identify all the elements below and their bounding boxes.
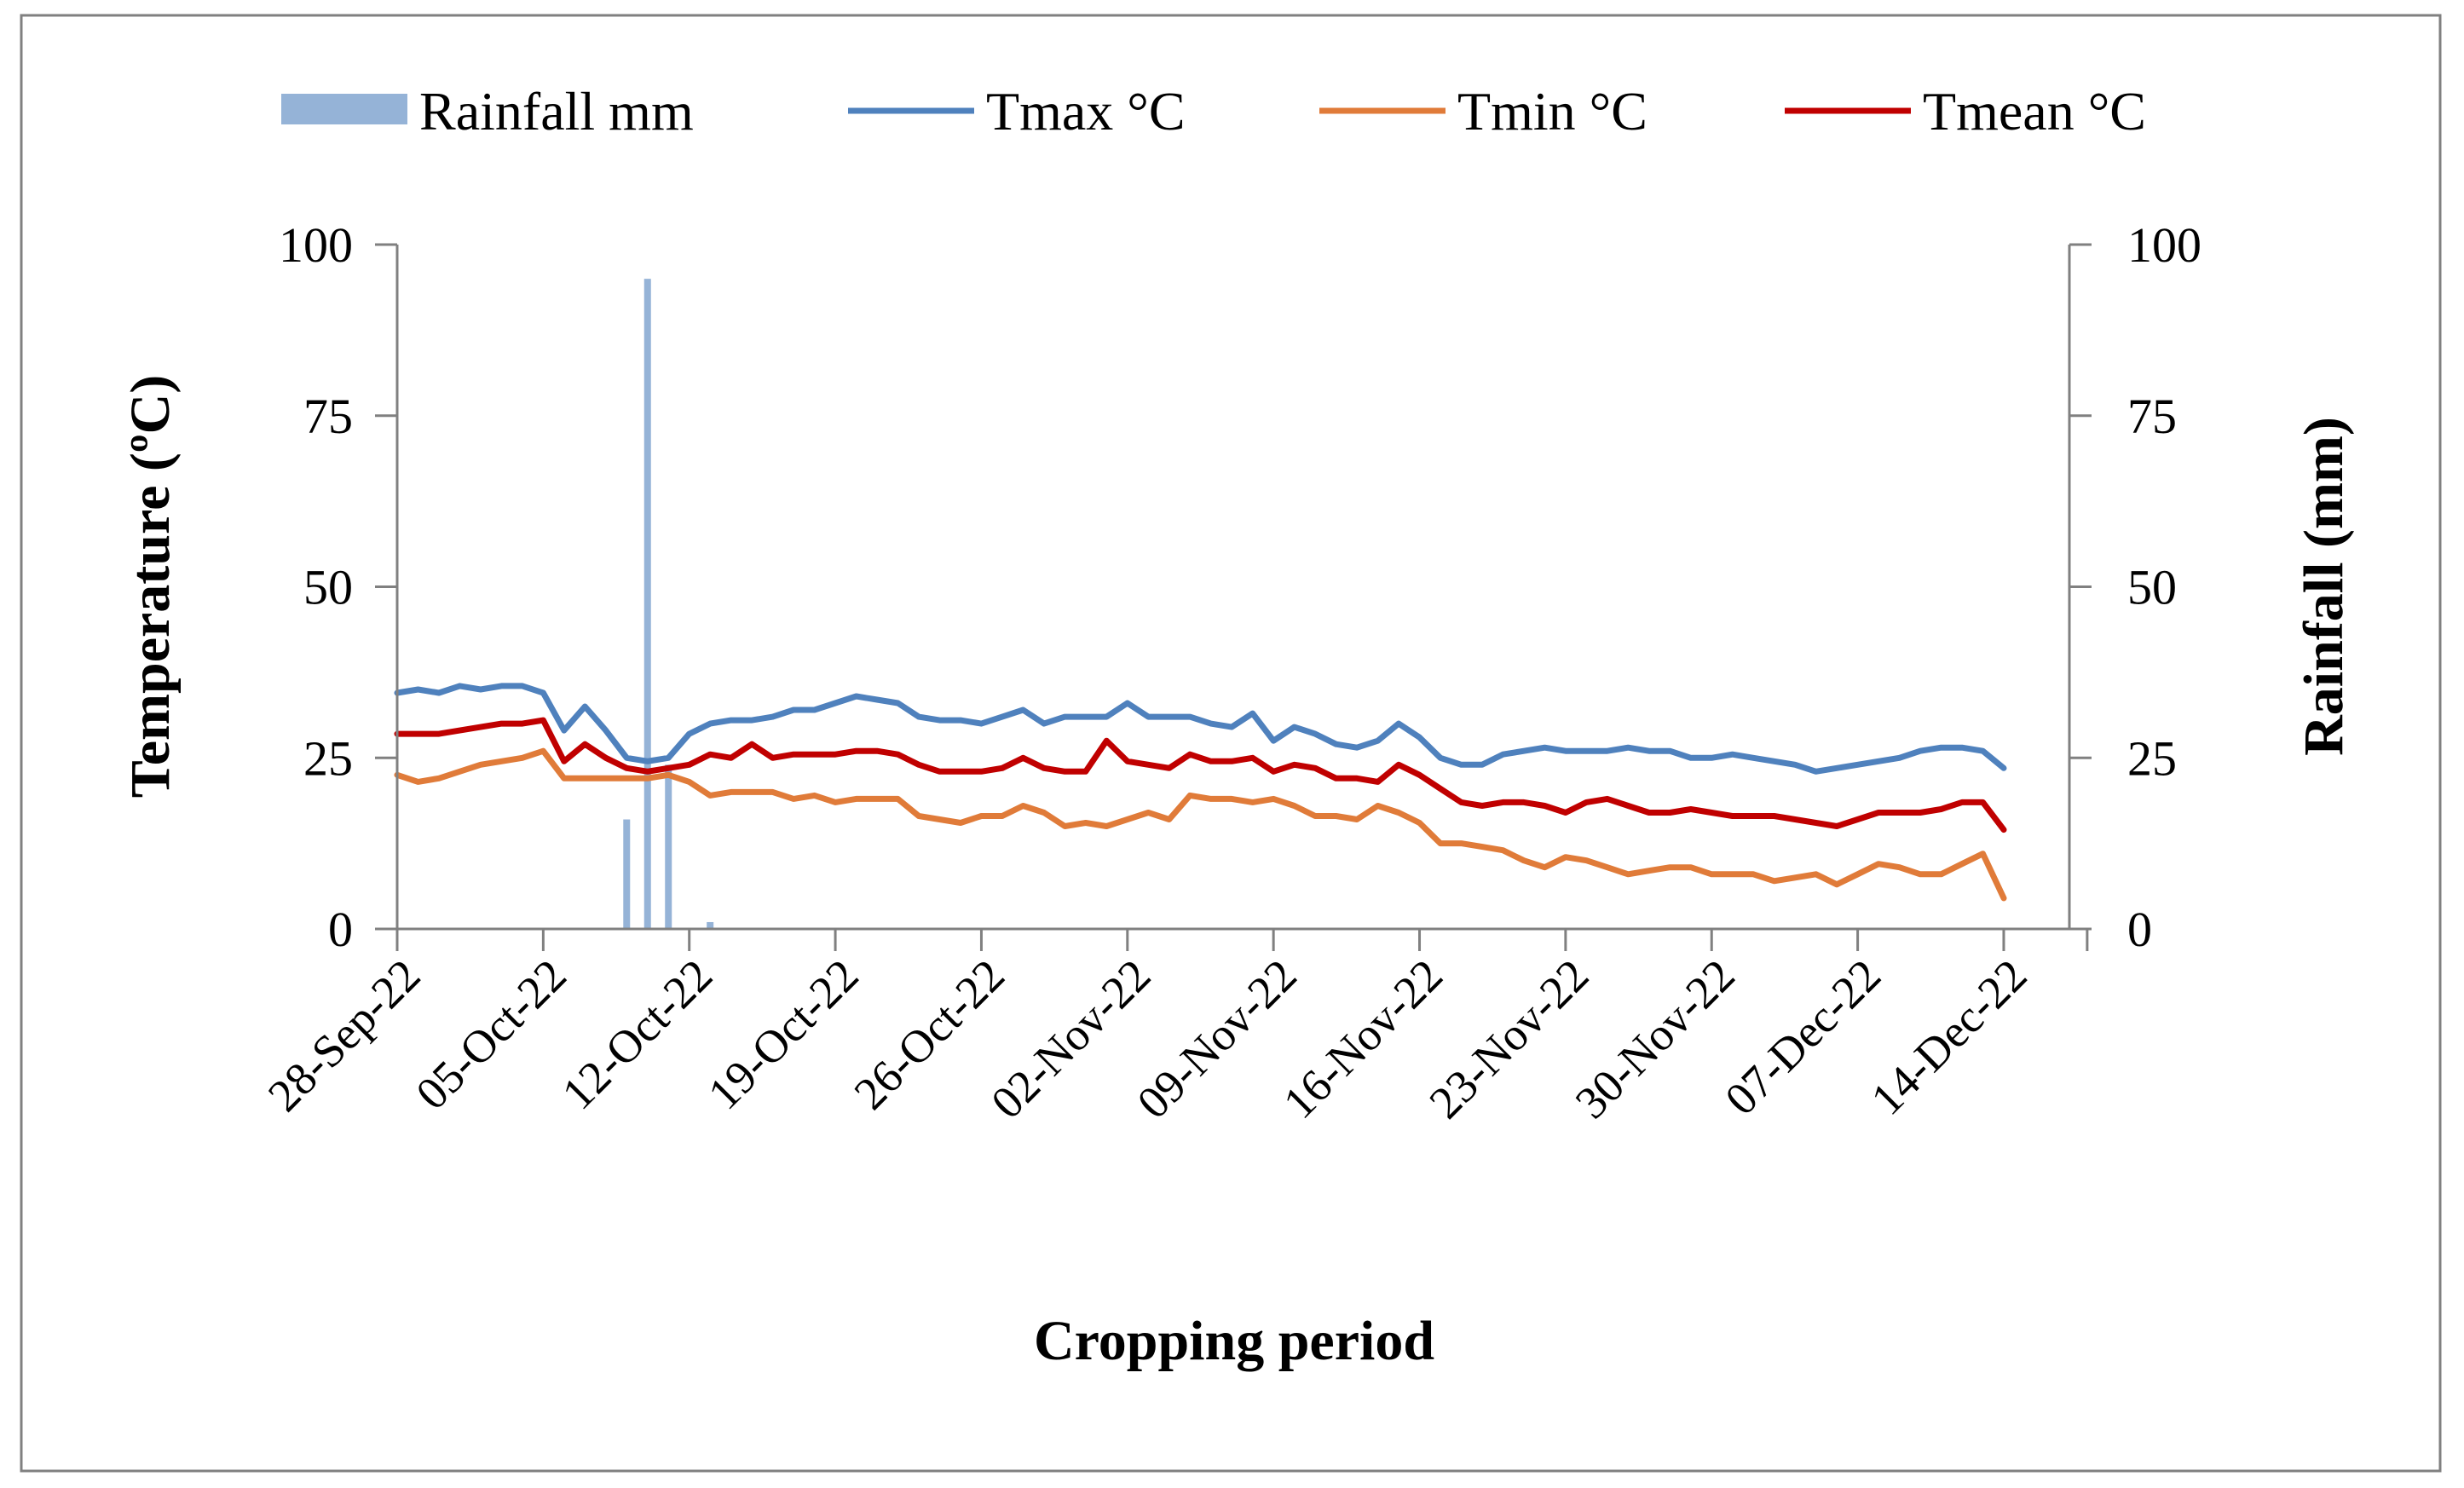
y-tick-label-right: 0	[2127, 902, 2152, 957]
tmax-line	[394, 683, 2007, 775]
legend-label: Tmean °C	[1923, 81, 2146, 141]
tmin-line	[394, 747, 2007, 902]
y-tick-label-left: 25	[303, 730, 353, 786]
temperature-lines	[394, 683, 2007, 902]
legend: Rainfall mm Tmax °C Tmin °C Tmean °C	[281, 81, 2146, 141]
y-axis-left-title: Temperature (ºC)	[119, 375, 182, 799]
legend-swatch-rainfall	[281, 94, 407, 124]
y-tick-label-left: 0	[328, 902, 353, 957]
legend-label: Rainfall mm	[419, 81, 694, 141]
rainfall-bars	[623, 279, 714, 929]
tmean-line	[394, 717, 2007, 833]
legend-label: Tmin °C	[1457, 81, 1647, 141]
y-tick-label-right: 75	[2127, 389, 2177, 444]
chart-border	[20, 14, 2442, 1473]
y-tick-label-left: 100	[279, 217, 353, 273]
y-axis-right-title: Rainfall (mm)	[2293, 417, 2355, 756]
legend-label: Tmax °C	[986, 81, 1186, 141]
rainfall-bar	[707, 921, 714, 929]
y-tick-label-right: 100	[2127, 217, 2201, 273]
y-tick-label-right: 25	[2127, 730, 2177, 786]
y-tick-label-left: 50	[303, 560, 353, 615]
rainfall-bar	[623, 819, 631, 929]
y-tick-label-right: 50	[2127, 560, 2177, 615]
rainfall-bar	[665, 764, 672, 929]
y-tick-label-left: 75	[303, 389, 353, 444]
x-axis-title: Cropping period	[1034, 1310, 1434, 1372]
rainfall-bar	[643, 279, 651, 929]
